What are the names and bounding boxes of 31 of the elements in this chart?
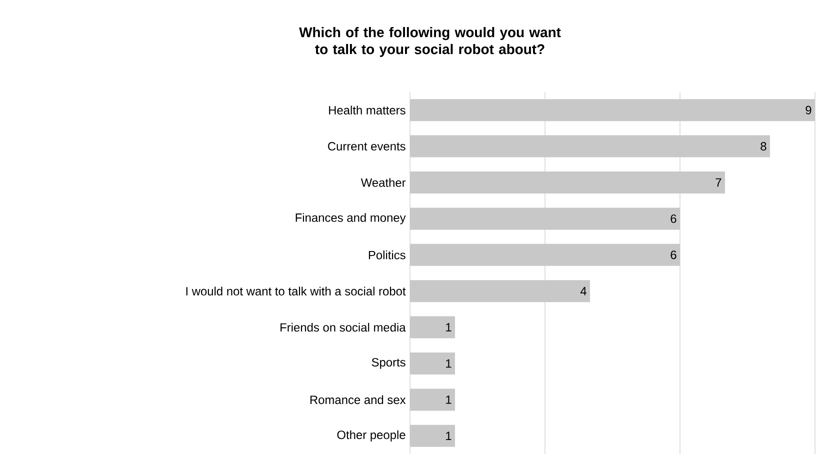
data-label: 6 — [670, 214, 676, 223]
bar — [410, 208, 680, 230]
y-tick-label: Finances and money — [296, 213, 406, 224]
y-tick-label: Other people — [337, 430, 406, 442]
y-tick-label: Sports — [372, 358, 406, 369]
data-label: 1 — [446, 432, 452, 440]
bar — [410, 135, 770, 158]
data-label: 6 — [670, 250, 676, 260]
y-tick-label: Friends on social media — [280, 322, 406, 332]
data-label: 1 — [446, 359, 452, 368]
bar — [410, 316, 456, 338]
y-tick-label: Current events — [328, 142, 406, 151]
bar — [410, 388, 456, 411]
bar — [410, 352, 456, 374]
y-tick-label: Weather — [360, 178, 406, 187]
data-label: 4 — [580, 286, 586, 296]
data-label: 8 — [760, 142, 766, 151]
bar — [410, 244, 680, 266]
bar — [410, 171, 725, 194]
bar — [410, 99, 815, 122]
bar — [410, 280, 590, 302]
y-tick-label: Politics — [368, 250, 406, 260]
chart-title: Which of the following would you want to talk to your social robot about? — [299, 27, 561, 57]
data-label: 1 — [446, 396, 452, 404]
bar — [410, 424, 456, 447]
data-label: 9 — [806, 106, 812, 114]
y-tick-label: Romance and sex — [310, 395, 406, 404]
data-label: 1 — [446, 323, 452, 332]
y-tick-label: I would not want to talk with a social robot — [186, 286, 406, 296]
y-tick-label: Health matters — [329, 106, 406, 114]
data-label: 7 — [716, 178, 722, 187]
